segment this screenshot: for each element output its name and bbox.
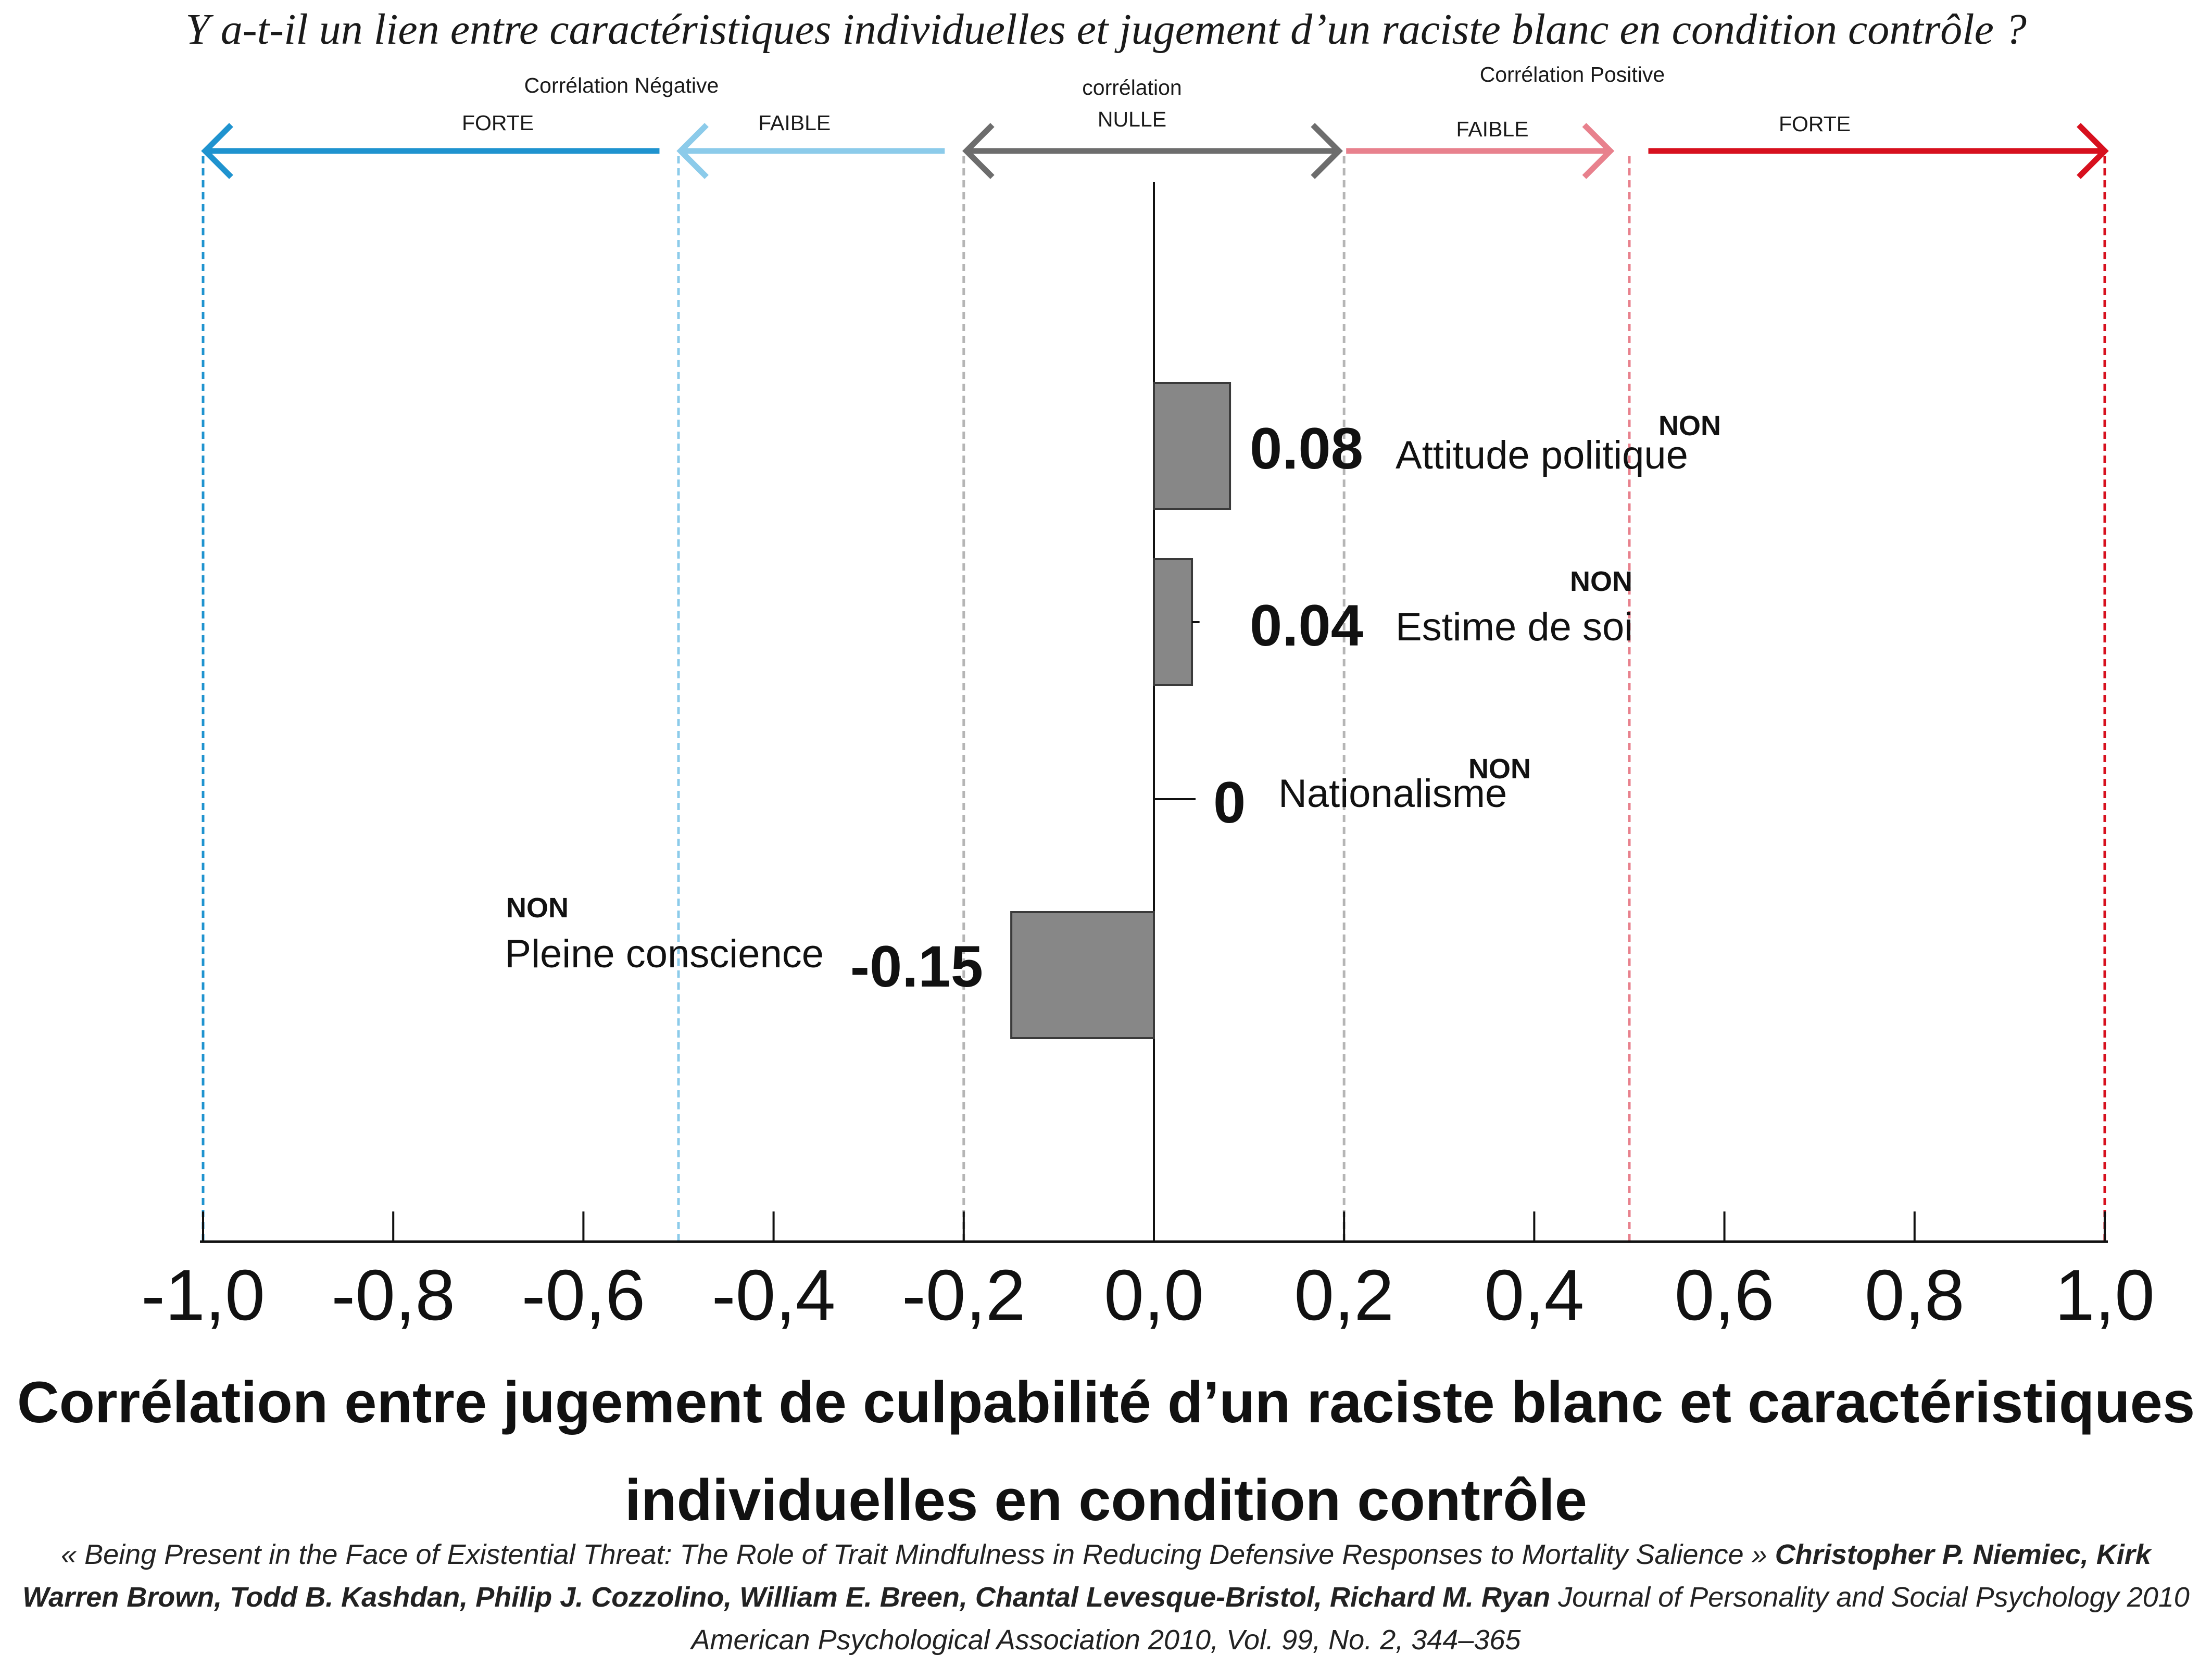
- value-label: 0: [1213, 770, 1246, 835]
- correlation-chart: Corrélation Négative FORTE FAIBLE corrélati…: [141, 62, 2155, 1335]
- pos-strong-label: FORTE: [1779, 112, 1851, 136]
- x-tick-label: -1,0: [141, 1255, 265, 1335]
- bars: [1010, 382, 1231, 1039]
- x-axis-title: Corrélation entre jugement de culpabilit…: [0, 1354, 2212, 1549]
- bar: [1010, 911, 1155, 1039]
- category-label: Attitude politique: [1396, 433, 1688, 477]
- value-label: 0.04: [1250, 593, 1363, 658]
- significance-label: NON: [506, 892, 569, 924]
- x-tick-label: -0,8: [331, 1255, 455, 1335]
- correlation-bands: Corrélation Négative FORTE FAIBLE corrélati…: [201, 62, 2109, 179]
- value-label: 0.08: [1250, 416, 1363, 481]
- neg-weak-label: FAIBLE: [758, 111, 831, 135]
- null-arrow-head-right: [1311, 123, 1343, 179]
- bar: [1153, 382, 1231, 510]
- weak-negative-arrow: [676, 123, 945, 179]
- x-tick-label: 0,6: [1675, 1255, 1775, 1335]
- negative-correlation-title: Corrélation Négative: [524, 73, 719, 97]
- x-tick-label: 0,4: [1484, 1255, 1584, 1335]
- null-arrow-head-left: [962, 123, 995, 179]
- null-label: NULLE: [1098, 107, 1166, 131]
- positive-correlation-title: Corrélation Positive: [1480, 62, 1665, 86]
- significance-label: NON: [1658, 410, 1721, 441]
- weak-negative-arrow-head: [676, 123, 709, 179]
- null-correlation-title: corrélation: [1082, 75, 1182, 99]
- null-arrow: [962, 123, 1343, 179]
- x-axis: -1,0 -0,8 -0,6 -0,4 -0,2 0,0 0,2 0,4 0,6 0,8 1,0: [141, 182, 2155, 1335]
- strong-positive-arrow-head: [2077, 123, 2109, 179]
- x-tick-label: 0,2: [1294, 1255, 1394, 1335]
- strong-negative-arrow: [201, 123, 660, 179]
- weak-positive-arrow-head: [1582, 123, 1615, 179]
- bar: [1153, 558, 1193, 686]
- value-label: -0.15: [850, 934, 983, 999]
- significance-label: NON: [1570, 566, 1632, 597]
- x-axis-title-line2: individuelles en condition contrôle: [624, 1468, 1588, 1533]
- x-tick-label: 0,8: [1865, 1255, 1965, 1335]
- strong-positive-arrow: [1648, 123, 2109, 179]
- question-title: Y a-t-il un lien entre caractéristiques …: [185, 5, 2027, 54]
- citation: « Being Present in the Face of Existenti…: [10, 1533, 2202, 1661]
- x-tick-label: -0,6: [522, 1255, 646, 1335]
- category-label: Nationalisme: [1278, 772, 1507, 816]
- neg-strong-label: FORTE: [462, 111, 534, 135]
- citation-title: « Being Present in the Face of Existenti…: [61, 1539, 1767, 1570]
- x-tick-label: -0,2: [902, 1255, 1026, 1335]
- x-axis-title-line1: Corrélation entre jugement de culpabilit…: [17, 1370, 2195, 1435]
- pos-weak-label: FAIBLE: [1456, 117, 1529, 141]
- significance-label: NON: [1468, 753, 1531, 785]
- category-label: Estime de soi: [1396, 605, 1633, 649]
- strong-negative-arrow-head: [201, 123, 233, 179]
- category-label: Pleine conscience: [505, 932, 824, 976]
- citation-source: Journal of Personality and Social Psycho…: [691, 1582, 2190, 1656]
- x-tick-label: -0,4: [712, 1255, 836, 1335]
- x-tick-label: 0,0: [1104, 1255, 1204, 1335]
- x-tick-label: 1,0: [2055, 1255, 2155, 1335]
- citation-authors: Christopher P. Niemiec, Kirk Warren Brow…: [22, 1539, 2151, 1613]
- weak-positive-arrow: [1346, 123, 1615, 179]
- threshold-lines: [202, 156, 2106, 1242]
